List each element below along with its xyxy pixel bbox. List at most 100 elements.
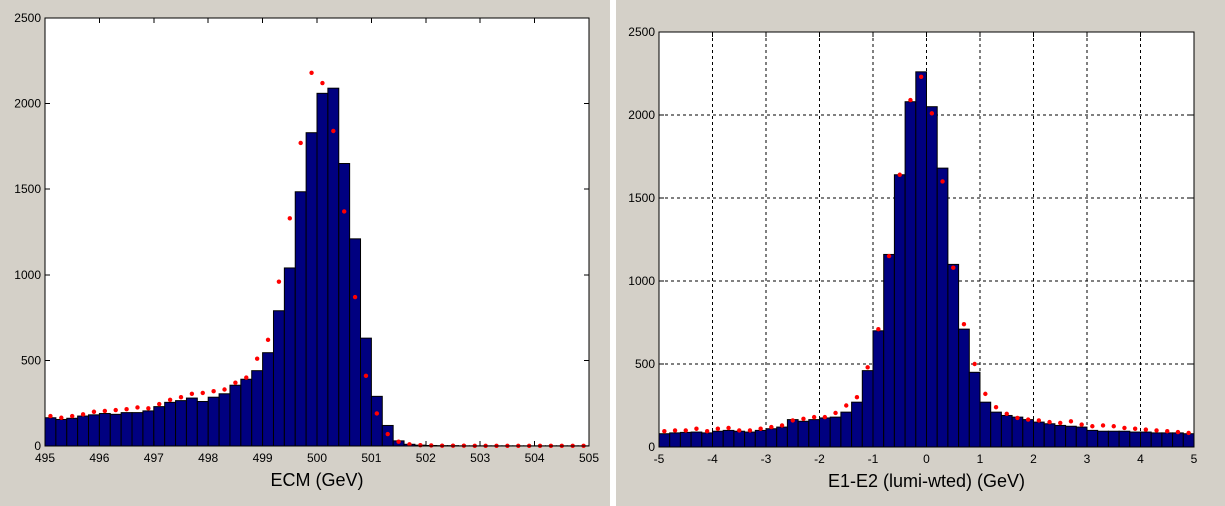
model-point	[200, 390, 205, 396]
ecm-histogram-chart: 495 496 497 498 499 500 501 502 503 504 505 0 500 100…	[14, 11, 599, 490]
histogram-bar	[669, 432, 681, 448]
model-point	[672, 428, 678, 433]
x-tick-label: -2	[814, 452, 825, 466]
histogram-bar	[218, 393, 231, 447]
model-point	[1132, 426, 1138, 431]
model-point	[1122, 425, 1127, 431]
histogram-bar	[819, 417, 831, 448]
model-point	[331, 128, 336, 134]
model-point	[429, 443, 434, 448]
model-point	[758, 426, 763, 431]
model-point	[1015, 415, 1020, 421]
histogram-bar	[1000, 414, 1013, 448]
histogram-bar	[44, 417, 57, 447]
y-tick-label: 500	[635, 357, 655, 371]
histogram-bar	[765, 428, 778, 448]
model-point	[1004, 411, 1009, 416]
histogram-bar	[185, 397, 198, 447]
model-point	[396, 439, 401, 444]
x-tick-label: 505	[579, 451, 599, 465]
histogram-bar	[754, 429, 767, 448]
histogram-bar	[904, 101, 917, 448]
histogram-bar	[958, 328, 970, 448]
histogram-bar	[77, 415, 90, 447]
model-point	[790, 418, 795, 423]
panel-divider	[610, 0, 616, 506]
model-point	[113, 407, 118, 413]
model-point	[102, 408, 108, 414]
histogram-bar	[658, 433, 671, 448]
histogram-bar	[240, 378, 253, 447]
histogram-bar	[98, 412, 111, 447]
model-point	[1036, 418, 1042, 423]
model-point	[48, 413, 53, 419]
model-point	[929, 111, 935, 116]
e1-e2-histogram-chart: -5 -4 -3 -2 -1 0 1 2 3 4 5 0 500 1000 1500 2000 2500 E1-E…	[628, 25, 1197, 491]
model-point	[352, 294, 358, 300]
model-point	[1100, 423, 1106, 428]
histogram-bar	[797, 420, 810, 448]
histogram-bar	[109, 413, 122, 447]
histogram-bar	[66, 417, 79, 447]
model-point	[876, 326, 881, 332]
ecm-histogram-panel: 495 496 497 498 499 500 501 502 503 504 505 0 500 100…	[0, 0, 610, 506]
x-tick-label: 500	[307, 451, 327, 465]
x-tick-label: 498	[198, 451, 218, 465]
model-point	[897, 172, 902, 177]
model-point	[1143, 427, 1149, 432]
histogram-bar	[153, 406, 166, 447]
model-point	[298, 140, 303, 146]
model-point	[1047, 419, 1052, 425]
histogram-bar	[120, 412, 133, 447]
model-point	[983, 391, 988, 397]
model-point	[662, 429, 667, 434]
model-point	[972, 361, 977, 367]
histogram-bar	[360, 337, 372, 447]
model-point	[407, 442, 412, 447]
x-tick-label: 501	[361, 451, 381, 465]
model-point	[374, 411, 380, 416]
histogram-bar	[926, 106, 938, 448]
x-tick-label: 3	[1084, 452, 1091, 466]
model-point	[363, 373, 369, 379]
model-point	[769, 424, 774, 430]
model-point	[124, 406, 129, 412]
histogram-bar	[316, 92, 329, 447]
model-point	[993, 404, 999, 410]
x-tick-label: 497	[144, 451, 164, 465]
x-tick-label: -5	[654, 452, 665, 466]
histogram-bar	[1118, 430, 1131, 448]
x-tick-label: 496	[89, 451, 109, 465]
histogram-bar	[990, 411, 1002, 448]
model-point	[747, 428, 753, 433]
histogram-bar	[722, 429, 735, 448]
x-tick-label: 499	[253, 451, 273, 465]
y-tick-label: 2500	[628, 25, 655, 39]
x-tick-label: -4	[707, 452, 718, 466]
model-point	[70, 413, 75, 419]
x-tick-label: -1	[868, 452, 879, 466]
e1-e2-histogram-panel: -5 -4 -3 -2 -1 0 1 2 3 4 5 0 500 1000 1500 2000 2500 E1-E…	[616, 0, 1225, 506]
histogram-bar	[370, 395, 383, 447]
model-point	[385, 431, 390, 437]
histogram-bar	[175, 400, 187, 447]
y-tick-label: 2000	[628, 108, 655, 122]
model-point	[822, 414, 828, 420]
histogram-bar	[1011, 416, 1024, 448]
model-point	[1058, 420, 1063, 426]
x-tick-label: 504	[525, 451, 545, 465]
model-point	[683, 428, 688, 433]
histogram-bar	[1033, 421, 1045, 448]
model-point	[854, 395, 860, 400]
x-tick-label: 2	[1030, 452, 1037, 466]
model-point	[1186, 430, 1191, 436]
histogram-bar	[1107, 430, 1120, 448]
model-point	[178, 395, 184, 400]
histogram-bar	[979, 401, 992, 448]
model-point	[91, 409, 97, 414]
model-point	[276, 279, 282, 284]
histogram-bar	[861, 370, 874, 448]
histogram-bar	[294, 191, 307, 447]
model-point	[1154, 428, 1159, 433]
model-point	[694, 426, 699, 431]
